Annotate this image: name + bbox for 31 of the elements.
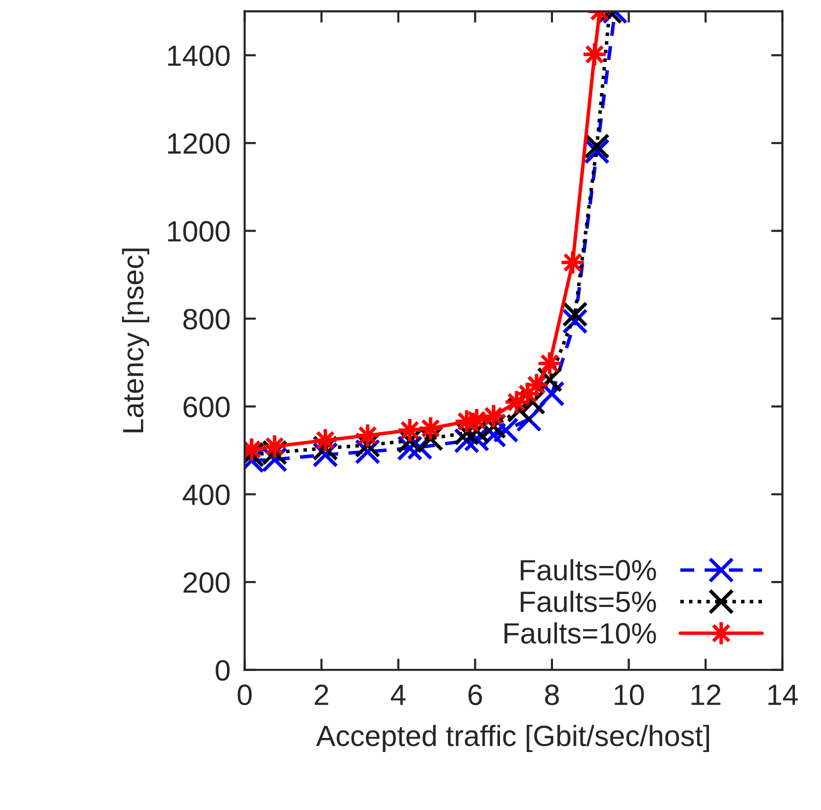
- point: [536, 366, 562, 393]
- point: [520, 389, 546, 415]
- point: [562, 301, 588, 328]
- x-tick-label: 2: [314, 684, 328, 705]
- x-tick-label: 8: [545, 684, 559, 706]
- x-tick-label: 6: [468, 684, 482, 706]
- point: [354, 432, 380, 458]
- y-tick-label: 800: [183, 308, 230, 330]
- legend-label: Faults=5%: [520, 590, 656, 612]
- legend-label: Faults=10%: [504, 622, 656, 644]
- x-tick-label: 0: [238, 684, 252, 706]
- point: [312, 435, 338, 462]
- legend-label: Faults=0%: [520, 559, 656, 581]
- y-tick-label: 200: [184, 572, 230, 593]
- x-tick-label: 14: [768, 684, 798, 705]
- y-tick-label: 1400: [168, 45, 230, 66]
- point: [493, 417, 519, 444]
- y-tick-label: 1200: [168, 133, 230, 154]
- y-tick-label: 400: [182, 484, 230, 506]
- point: [539, 380, 565, 407]
- x-axis-title: Accepted traffic [Gbit/sec/host]: [316, 724, 709, 752]
- y-tick-label: 0: [216, 660, 230, 681]
- point: [584, 133, 610, 159]
- y-tick-label: 1000: [168, 221, 230, 242]
- x-tick-label: 12: [692, 684, 720, 705]
- x-tick-label: 10: [614, 684, 644, 706]
- point: [480, 413, 506, 440]
- y-tick-label: 600: [184, 396, 230, 418]
- point: [506, 397, 533, 423]
- y-axis-title: Latency [nsec]: [122, 248, 150, 432]
- x-tick-label: 4: [390, 684, 406, 705]
